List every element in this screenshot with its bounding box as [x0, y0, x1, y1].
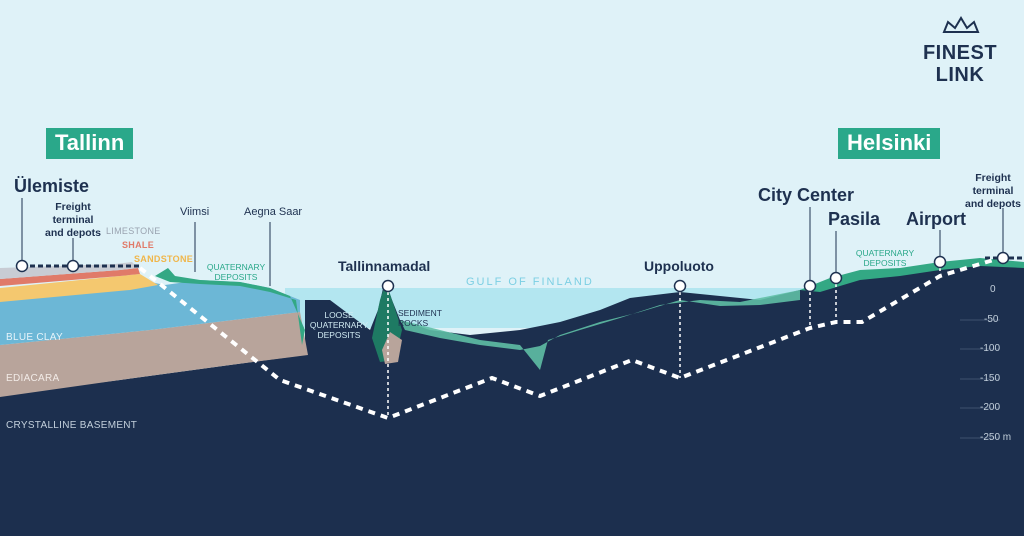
station-marker-airport	[933, 255, 947, 269]
quaternary-helsinki-line1: QUATERNARY	[855, 248, 915, 258]
station-marker-uppoluoto	[673, 279, 687, 293]
freight-helsinki-line2: terminal	[972, 185, 1014, 197]
quaternary-deposits-helsinki	[800, 258, 1024, 292]
freight-helsinki-line3: and depots	[964, 198, 1021, 210]
quaternary-deposits-tallinn	[155, 268, 305, 345]
logo-line1: FINEST	[922, 42, 998, 64]
place-label-aegna-saar: Aegna Saar	[244, 206, 303, 218]
sediment-rocks-line2: ROCKS	[398, 318, 429, 328]
station-label-city-center: City Center	[758, 185, 855, 205]
station-marker-tallinnamadal	[381, 279, 395, 293]
loose-quaternary-line2: QUATERNARY	[309, 320, 369, 330]
crown-icon	[942, 16, 980, 33]
loose-quaternary-deposits	[382, 332, 402, 364]
station-marker-pasila	[829, 271, 843, 285]
shale-layer	[0, 268, 140, 286]
sediment-rocks-line1: SEDIMENT	[398, 308, 442, 318]
layer-label-sediment-rocks: SEDIMENT ROCKS	[398, 308, 458, 328]
city-label-helsinki: Helsinki	[838, 128, 941, 159]
freight-helsinki-line1: Freight	[975, 172, 1011, 184]
loose-quaternary-line1: LOOSE	[324, 310, 354, 320]
freight-tallinn-line2: terminal	[52, 214, 94, 226]
sandstone-layer	[0, 274, 158, 302]
station-label-freight-tallinn: Freight terminal and depots	[44, 201, 102, 240]
depth-gridlines	[960, 319, 1000, 439]
quaternary-helsinki-line2: DEPOSITS	[863, 258, 907, 268]
station-marker-city-center	[803, 279, 817, 293]
station-marker-freight-tallinn	[66, 259, 80, 273]
station-label-freight-helsinki: Freight terminal and depots	[964, 172, 1022, 211]
freight-tallinn-line1: Freight	[55, 201, 91, 213]
tunnel-route	[138, 256, 1001, 421]
station-marker-ulemiste	[15, 259, 29, 273]
layer-label-loose-quaternary: LOOSE QUATERNARY DEPOSITS	[306, 310, 372, 340]
depth-tick: -150	[980, 373, 1001, 384]
layer-label-quaternary-helsinki: QUATERNARY DEPOSITS	[852, 248, 918, 268]
layer-label-limestone: LIMESTONE	[106, 226, 161, 236]
station-label-tallinnamadal: Tallinnamadal	[338, 258, 431, 274]
depth-tick: -100	[980, 343, 1001, 354]
place-label-viimsi: Viimsi	[180, 206, 210, 218]
layer-label-crystalline: CRYSTALLINE BASEMENT	[6, 420, 138, 431]
city-label-tallinn: Tallinn	[46, 128, 134, 159]
depth-tick: -250 m	[980, 432, 1012, 443]
station-markers	[15, 251, 1010, 293]
station-label-ulemiste: Ülemiste	[14, 176, 90, 196]
bedrock	[0, 262, 1024, 536]
seabed-deposits	[400, 290, 800, 370]
finest-link-logo: FINEST LINK	[922, 20, 998, 86]
station-marker-freight-helsinki	[996, 251, 1010, 265]
layer-label-shale: SHALE	[122, 240, 155, 250]
station-label-uppoluoto: Uppoluoto	[644, 258, 714, 274]
sea-label: GULF OF FINLAND	[466, 276, 594, 288]
loose-quaternary-line3: DEPOSITS	[317, 330, 361, 340]
depth-tick: -50	[984, 314, 999, 325]
station-label-airport: Airport	[906, 209, 966, 229]
ediacara-layer	[0, 312, 308, 397]
station-label-pasila: Pasila	[828, 209, 881, 229]
freight-tallinn-line3: and depots	[44, 227, 101, 239]
layer-label-ediacara: EDIACARA	[6, 373, 60, 384]
label-leaders	[21, 198, 1004, 286]
depth-tick: -200	[980, 402, 1001, 413]
layer-label-blue-clay: BLUE CLAY	[6, 332, 63, 343]
depth-tick: 0	[990, 284, 996, 295]
quaternary-tallinn-line1: QUATERNARY	[206, 262, 266, 272]
layer-label-quaternary-tallinn: QUATERNARY DEPOSITS	[206, 262, 266, 282]
logo-line2: LINK	[935, 64, 985, 86]
layer-label-sandstone: SANDSTONE	[134, 254, 194, 264]
quaternary-tallinn-line2: DEPOSITS	[214, 272, 258, 282]
